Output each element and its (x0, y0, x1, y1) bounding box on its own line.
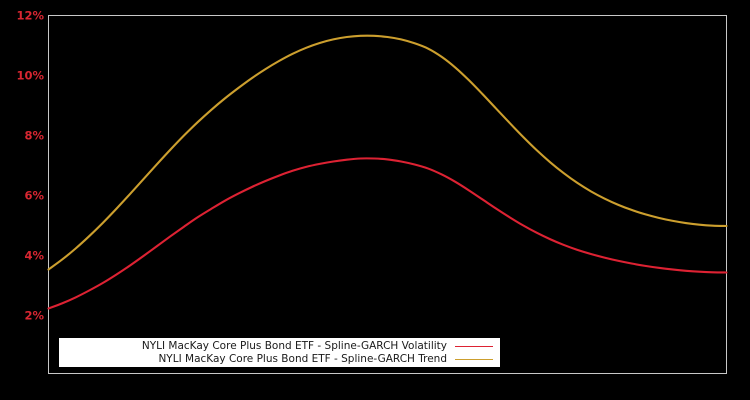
y-tick-label: 10% (16, 68, 44, 83)
legend-swatch-volatility (455, 345, 493, 347)
y-tick-label: 8% (24, 128, 44, 143)
legend-entry-volatility: NYLI MacKay Core Plus Bond ETF - Spline-… (60, 340, 499, 353)
y-tick-label: 4% (24, 248, 44, 263)
legend-entry-trend: NYLI MacKay Core Plus Bond ETF - Spline-… (60, 353, 499, 366)
y-tick-label: 12% (16, 8, 44, 23)
legend-swatch-trend (455, 358, 493, 360)
y-tick-label: 2% (24, 308, 44, 323)
legend-label-volatility: NYLI MacKay Core Plus Bond ETF - Spline-… (141, 339, 447, 352)
y-tick-label: 6% (24, 188, 44, 203)
legend-label-trend: NYLI MacKay Core Plus Bond ETF - Spline-… (158, 352, 447, 365)
legend: NYLI MacKay Core Plus Bond ETF - Spline-… (59, 338, 500, 367)
plot-area (48, 15, 727, 374)
